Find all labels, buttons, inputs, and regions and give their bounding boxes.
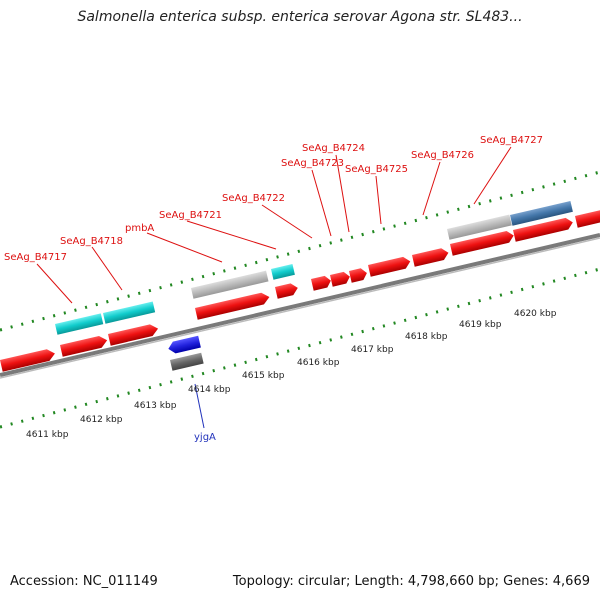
kbp-label-4613: 4613 kbp [134,401,177,411]
gene-arrow[interactable] [450,230,515,256]
gene-arrow[interactable] [349,267,368,283]
gene-label-seag-b4726[interactable]: SeAg_B4726 [411,150,474,161]
gene-label-seag-b4725[interactable]: SeAg_B4725 [345,164,408,175]
kbp-label-4619: 4619 kbp [459,320,502,330]
gene-label-seag-b4717[interactable]: SeAg_B4717 [4,252,67,263]
misc-feature[interactable] [447,214,512,240]
gene-label-pmba[interactable]: pmbA [125,223,154,234]
gene-label-seag-b4722[interactable]: SeAg_B4722 [222,193,285,204]
genome-backbone-shadow [0,237,600,379]
gene-arrow[interactable] [368,256,412,277]
gene-label-seag-b4718[interactable]: SeAg_B4718 [60,236,123,247]
kbp-label-4618: 4618 kbp [405,332,448,342]
gene-arrow[interactable] [60,334,108,357]
gene-arrow[interactable] [108,323,159,346]
kbp-label-4612: 4612 kbp [80,415,123,425]
rna-feature[interactable] [55,313,104,335]
kbp-label-4615: 4615 kbp [242,371,285,381]
gene-arrow[interactable] [275,282,299,299]
map-title: Salmonella enterica subsp. enterica sero… [77,9,523,25]
gene-label-seag-b4721[interactable]: SeAg_B4721 [159,210,222,221]
kbp-label-4616: 4616 kbp [297,358,340,368]
gene-arrow[interactable] [0,348,56,372]
genome-summary-text: Topology: circular; Length: 4,798,660 bp… [232,574,590,589]
gene-arrow[interactable] [575,209,600,228]
kbp-label-4620: 4620 kbp [514,309,557,319]
gene-arrow[interactable] [311,275,332,291]
misc-feature-dark[interactable] [170,352,204,371]
inner-tick-ring [0,267,600,429]
misc-feature[interactable] [191,270,269,299]
outer-tick-ring [0,170,600,332]
gene-arrow[interactable] [195,291,271,320]
kbp-label-4617: 4617 kbp [351,345,394,355]
label-connector-blue [194,383,205,429]
gene-label-seag-b4724[interactable]: SeAg_B4724 [302,143,365,154]
kbp-label-4611: 4611 kbp [26,430,69,440]
rna-feature[interactable] [103,301,156,324]
accession-text: Accession: NC_011149 [10,574,158,589]
gene-label-yjga[interactable]: yjgA [194,432,216,443]
gene-label-seag-b4727[interactable]: SeAg_B4727 [480,135,543,146]
gene-arrow-reverse[interactable] [167,335,201,355]
gene-label-seag-b4723[interactable]: SeAg_B4723 [281,158,344,169]
rna-feature[interactable] [271,264,295,280]
genome-backbone [0,233,600,377]
label-connectors [36,146,512,304]
kbp-label-4614: 4614 kbp [188,385,231,395]
misc-feature-blue[interactable] [510,201,573,226]
gene-arrow[interactable] [513,217,574,242]
gene-arrow[interactable] [330,271,351,287]
gene-arrow[interactable] [412,247,450,267]
